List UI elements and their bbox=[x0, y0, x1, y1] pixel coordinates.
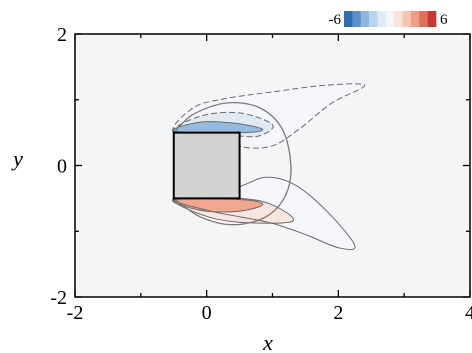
colorbar-swatch bbox=[360, 11, 370, 27]
colorbar-swatch bbox=[394, 11, 403, 27]
colorbar-swatch bbox=[352, 11, 362, 27]
colorbar-swatch bbox=[369, 11, 378, 27]
recirculation-curve bbox=[173, 102, 292, 226]
y-tick-label: -2 bbox=[50, 287, 67, 309]
colorbar-swatch bbox=[410, 11, 420, 27]
colorbar-swatch bbox=[427, 11, 437, 27]
colorbar-swatch bbox=[344, 11, 353, 27]
x-tick-label: -2 bbox=[67, 302, 84, 324]
y-axis-label: y bbox=[11, 146, 23, 171]
colorbar-min-label: -6 bbox=[329, 12, 342, 28]
x-tick-label: 4 bbox=[465, 302, 472, 324]
x-tick-label: 0 bbox=[202, 302, 212, 324]
colorbar-swatch bbox=[385, 11, 395, 27]
y-tick-label: 2 bbox=[57, 24, 67, 46]
colorbar-swatch bbox=[377, 11, 387, 27]
contour-line-negative-2 bbox=[172, 111, 274, 138]
contour-line-positive-1 bbox=[172, 176, 356, 251]
colorbar-swatch bbox=[419, 11, 428, 27]
y-tick-label: 0 bbox=[57, 156, 67, 178]
plot-background bbox=[75, 34, 470, 297]
contour-line-negative-0 bbox=[172, 83, 366, 149]
square-body bbox=[172, 131, 241, 200]
x-tick-label: 2 bbox=[333, 302, 343, 324]
x-axis-label: x bbox=[262, 330, 273, 353]
colorbar-swatch bbox=[402, 11, 412, 27]
colorbar-max-label: 6 bbox=[440, 12, 448, 28]
